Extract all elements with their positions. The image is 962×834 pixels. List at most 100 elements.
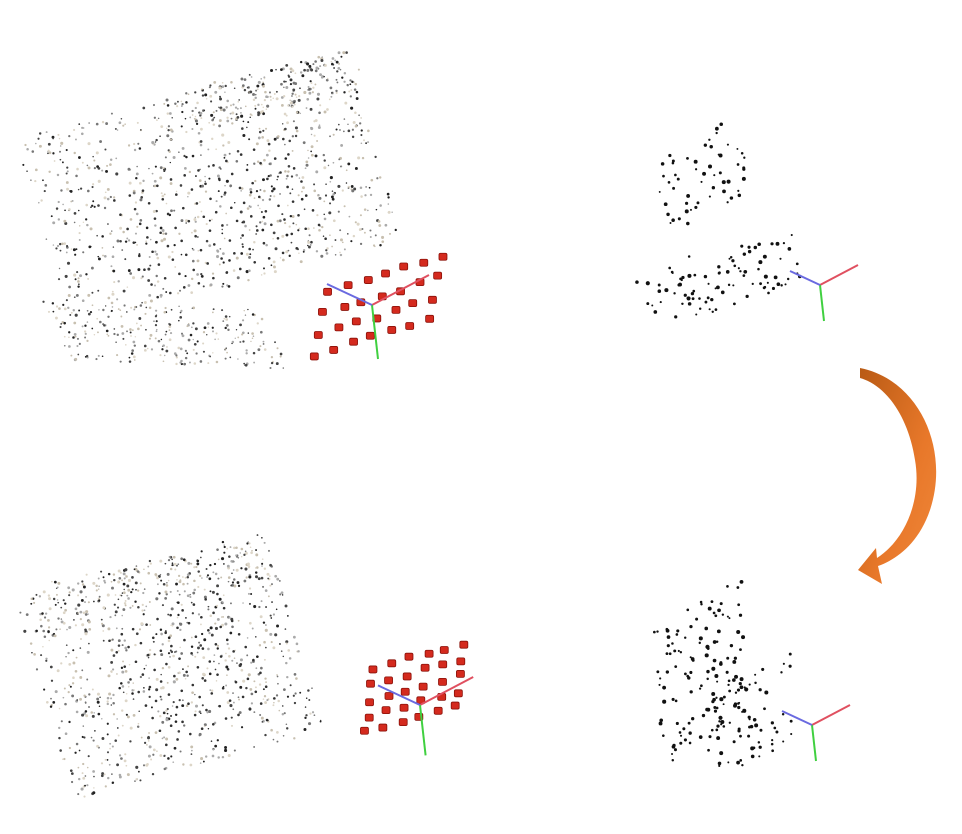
point	[131, 329, 134, 332]
point	[47, 594, 51, 597]
point	[676, 177, 680, 181]
point	[75, 138, 77, 141]
point	[659, 718, 664, 723]
point	[687, 273, 692, 278]
point	[111, 781, 115, 785]
point	[242, 602, 244, 604]
point	[112, 668, 115, 671]
point	[337, 210, 340, 213]
point	[126, 330, 128, 333]
point	[102, 606, 106, 610]
point	[211, 272, 215, 275]
point	[135, 632, 139, 636]
point	[286, 727, 289, 730]
point	[176, 589, 179, 592]
point	[690, 657, 695, 661]
point	[240, 77, 244, 81]
point	[93, 600, 95, 603]
point	[182, 668, 184, 671]
point	[252, 248, 254, 251]
point	[343, 80, 346, 83]
point	[700, 180, 703, 183]
point	[126, 594, 129, 597]
point	[270, 99, 272, 101]
point	[295, 642, 299, 646]
point	[217, 338, 220, 340]
point	[86, 223, 89, 227]
point	[155, 253, 159, 256]
point	[124, 574, 127, 577]
point	[688, 731, 692, 735]
point	[260, 600, 263, 603]
point	[343, 205, 346, 208]
point	[194, 175, 197, 177]
point	[119, 571, 122, 574]
point	[293, 103, 296, 106]
point	[351, 80, 354, 84]
point	[253, 711, 256, 714]
point	[178, 657, 181, 660]
point	[58, 137, 61, 140]
point	[120, 709, 124, 712]
point	[671, 218, 675, 222]
axis-x	[419, 676, 474, 706]
point	[68, 746, 72, 750]
point	[291, 69, 295, 73]
point	[143, 609, 146, 612]
point	[187, 702, 190, 706]
point	[191, 307, 194, 310]
point	[216, 548, 219, 551]
point	[172, 155, 176, 159]
point	[56, 599, 59, 601]
point	[305, 107, 308, 109]
point	[665, 670, 670, 674]
point	[210, 218, 213, 221]
point	[104, 758, 107, 761]
point	[224, 357, 227, 360]
point	[238, 99, 241, 101]
point	[68, 208, 71, 211]
point	[237, 556, 240, 559]
point	[291, 149, 294, 152]
point	[231, 572, 233, 575]
point	[306, 62, 310, 66]
point	[758, 260, 763, 265]
point	[698, 307, 702, 310]
point	[215, 109, 218, 112]
point	[327, 164, 330, 167]
point	[272, 231, 276, 235]
point	[247, 592, 250, 595]
point	[293, 737, 296, 740]
point	[91, 185, 94, 189]
point	[332, 219, 336, 223]
point	[273, 270, 277, 274]
point	[81, 580, 84, 583]
point	[79, 590, 83, 594]
point	[74, 624, 77, 627]
point	[216, 739, 219, 742]
point	[92, 155, 94, 158]
point	[718, 715, 723, 720]
point	[780, 284, 783, 287]
point	[193, 588, 196, 592]
point	[119, 213, 122, 217]
point	[708, 195, 711, 198]
point	[679, 734, 683, 737]
point	[76, 271, 79, 274]
point	[351, 135, 355, 139]
cube	[378, 723, 388, 732]
point	[169, 128, 173, 132]
point-group	[653, 579, 746, 762]
point	[159, 231, 162, 235]
point	[109, 615, 112, 619]
point	[741, 763, 744, 767]
point	[773, 726, 777, 730]
point	[53, 634, 57, 638]
point	[172, 654, 175, 658]
point	[737, 189, 740, 192]
point	[355, 97, 359, 100]
point	[174, 720, 178, 723]
point	[124, 599, 127, 602]
point	[84, 601, 86, 604]
point	[33, 601, 36, 604]
